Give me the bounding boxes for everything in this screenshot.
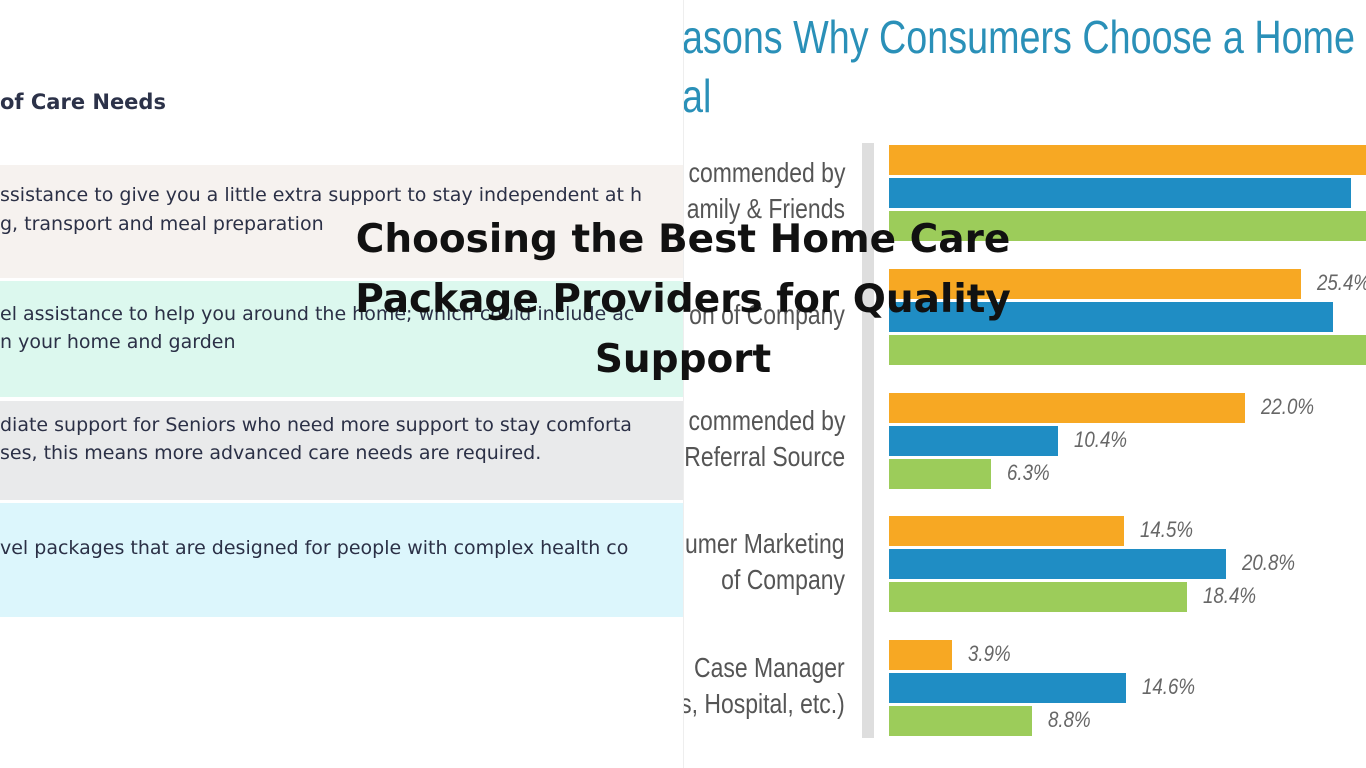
value-label: 3.9% (968, 641, 1011, 667)
bar (889, 549, 1227, 580)
chart-title: asons Why Consumers Choose a Home (683, 11, 1355, 63)
bar (889, 582, 1188, 613)
care-row: diate support for Seniors who need more … (0, 401, 683, 500)
bar (889, 178, 1351, 208)
category-label: Case Manager (694, 652, 845, 684)
value-label: 22.0% (1261, 393, 1315, 419)
bar (889, 458, 992, 489)
chart-title: al (683, 70, 712, 122)
value-label: 18.4% (1203, 583, 1257, 609)
row-text: ses, this means more advanced care needs… (0, 442, 542, 464)
category-label: Referral Source (684, 440, 845, 472)
bar (889, 640, 953, 671)
care-needs-panel: of Care Needs ssistance to give you a li… (0, 90, 683, 617)
bar (889, 334, 1366, 365)
row-text: g, transport and meal preparation (0, 213, 324, 235)
value-label: 20.8% (1242, 550, 1296, 576)
bar (889, 673, 1126, 704)
value-label: 14.5% (1139, 517, 1193, 543)
row-text: ssistance to give you a little extra sup… (0, 184, 643, 206)
value-label: 6.3% (1007, 459, 1050, 485)
category-label: commended by (688, 157, 845, 188)
category-label: on of Company (689, 298, 845, 330)
category-label: commended by (688, 404, 845, 436)
overlay-title: Choosing the Best Home Care Package Prov… (355, 217, 1011, 382)
value-label: 8.8% (1047, 707, 1091, 733)
care-row: vel packages that are designed for peopl… (0, 503, 683, 617)
bar (889, 301, 1333, 332)
bar (889, 706, 1032, 737)
row-text: el assistance to help you around the hom… (0, 303, 635, 325)
value-label: 25.4% (1316, 269, 1366, 295)
row-text: vel packages that are designed for peopl… (0, 537, 629, 559)
value-label: 10.4% (1073, 426, 1127, 452)
bar (889, 425, 1058, 456)
bar (889, 211, 1366, 241)
value-label: 14.6% (1141, 674, 1195, 700)
category-label: umer Marketing (685, 528, 845, 560)
axis-line (862, 143, 874, 738)
bar (889, 392, 1246, 423)
bar (889, 516, 1124, 547)
section-heading: of Care Needs (0, 90, 166, 114)
category-label: amily & Friends (686, 193, 845, 224)
bar-chart: asons Why Consumers Choose a Home al comme… (683, 0, 1366, 768)
care-row: ssistance to give you a little extra sup… (0, 165, 683, 278)
row-text: n your home and garden (0, 331, 236, 353)
row-text: diate support for Seniors who need more … (0, 414, 632, 436)
bar (889, 145, 1366, 175)
category-label: of Company (721, 564, 845, 596)
category-label: s, Hospital, etc.) (683, 688, 845, 720)
care-row: el assistance to help you around the hom… (0, 281, 683, 397)
bar (889, 268, 1301, 299)
